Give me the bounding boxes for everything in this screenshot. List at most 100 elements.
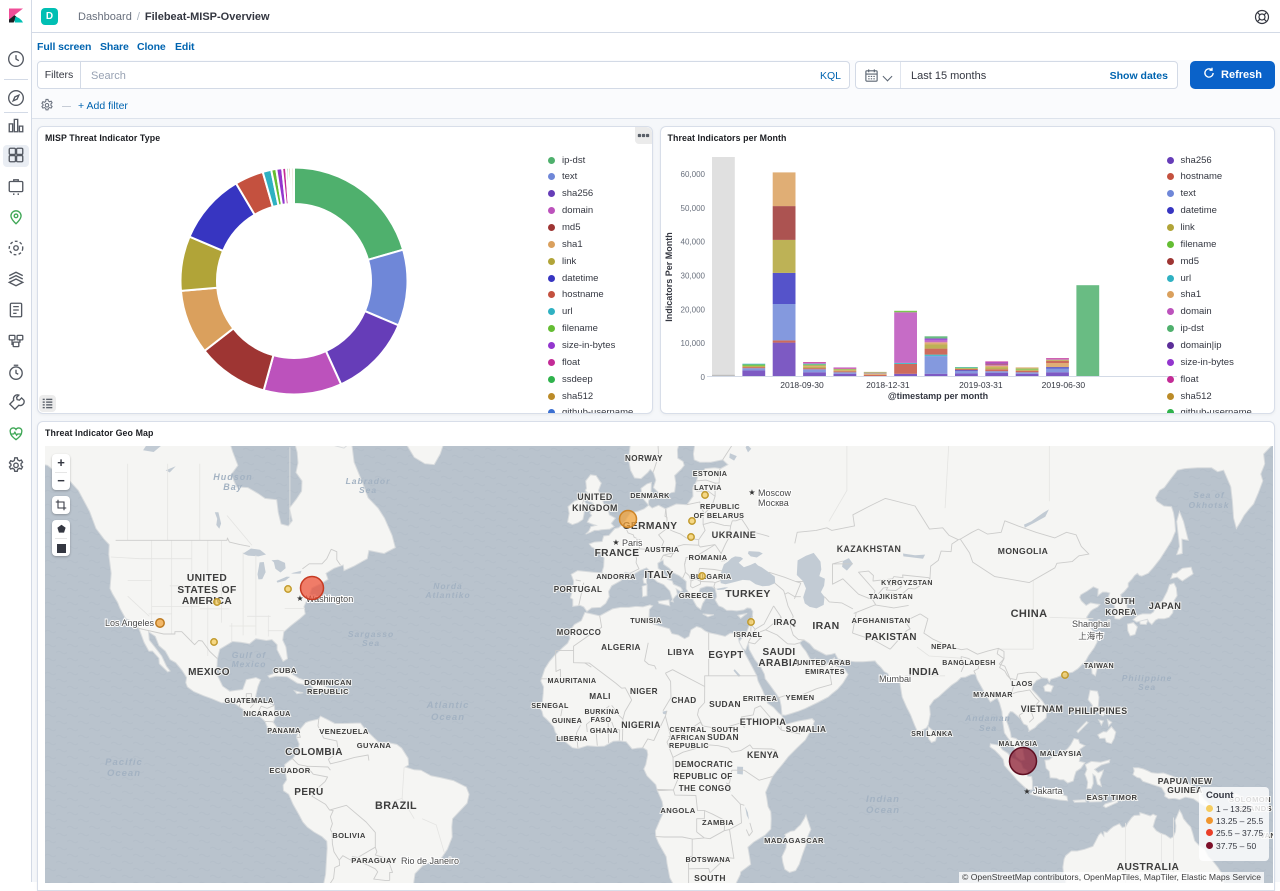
svg-text:STATES OF: STATES OF <box>177 585 236 596</box>
svg-text:KOREA: KOREA <box>1105 608 1136 617</box>
svg-text:BULGARIA: BULGARIA <box>690 572 731 581</box>
svg-text:ARABIA: ARABIA <box>758 658 799 669</box>
svg-text:2018-09-30: 2018-09-30 <box>780 380 824 390</box>
svg-text:@timestamp per month: @timestamp per month <box>887 391 987 401</box>
svg-text:MEXICO: MEXICO <box>188 667 230 678</box>
svg-text:Norda: Norda <box>433 581 463 591</box>
svg-text:NIGER: NIGER <box>630 687 658 696</box>
svg-text:ETHIOPIA: ETHIOPIA <box>740 717 787 727</box>
svg-text:TAIWAN: TAIWAN <box>1084 661 1114 670</box>
svg-text:CUBA: CUBA <box>273 666 297 675</box>
svg-text:Ocean: Ocean <box>866 805 900 816</box>
svg-text:40,000: 40,000 <box>680 238 705 247</box>
svg-text:MONGOLIA: MONGOLIA <box>998 546 1048 556</box>
svg-text:REPUBLIC: REPUBLIC <box>307 687 349 696</box>
svg-text:Moscow: Moscow <box>758 488 792 498</box>
svg-text:IRAQ: IRAQ <box>773 617 796 627</box>
svg-text:0: 0 <box>700 373 705 382</box>
svg-text:GHANA: GHANA <box>590 726 618 735</box>
svg-text:Sargasso: Sargasso <box>348 629 394 639</box>
svg-text:PARAGUAY: PARAGUAY <box>351 856 396 865</box>
svg-text:20,000: 20,000 <box>680 305 705 314</box>
svg-text:UKRAINE: UKRAINE <box>712 530 757 540</box>
svg-text:CENTRAL: CENTRAL <box>669 725 706 734</box>
svg-text:SOUTH: SOUTH <box>694 873 726 883</box>
svg-text:BOTSWANA: BOTSWANA <box>685 855 730 864</box>
svg-text:ZAMBIA: ZAMBIA <box>702 818 734 827</box>
svg-text:TUNISIA: TUNISIA <box>630 616 662 625</box>
svg-text:Paris: Paris <box>622 538 643 548</box>
svg-text:MALI: MALI <box>589 692 611 701</box>
svg-text:PORTUGAL: PORTUGAL <box>554 585 603 594</box>
svg-text:AMERICA: AMERICA <box>182 596 233 607</box>
svg-text:LIBYA: LIBYA <box>668 647 695 657</box>
svg-text:AUSTRIA: AUSTRIA <box>645 545 680 554</box>
svg-text:KENYA: KENYA <box>747 750 779 760</box>
svg-text:SOUTH: SOUTH <box>711 725 738 734</box>
svg-text:BRAZIL: BRAZIL <box>375 800 417 812</box>
svg-text:REPUBLIC OF: REPUBLIC OF <box>673 772 732 781</box>
svg-text:Mumbai: Mumbai <box>879 674 911 684</box>
svg-text:Rio de Janeiro: Rio de Janeiro <box>401 856 459 866</box>
svg-text:Atlantic: Atlantic <box>426 700 470 711</box>
svg-text:ESTONIA: ESTONIA <box>693 469 728 478</box>
svg-text:OF BELARUS: OF BELARUS <box>694 511 745 520</box>
svg-text:CHAD: CHAD <box>671 696 696 705</box>
svg-text:Labrador: Labrador <box>346 476 391 486</box>
svg-text:AUSTRALIA: AUSTRALIA <box>1117 862 1180 873</box>
svg-text:2019-03-31: 2019-03-31 <box>959 380 1003 390</box>
svg-text:Ocean: Ocean <box>431 712 465 723</box>
svg-text:LIBERIA: LIBERIA <box>556 734 588 743</box>
svg-text:Hudson: Hudson <box>213 472 253 482</box>
svg-text:ROMANIA: ROMANIA <box>688 553 727 562</box>
svg-text:ANGOLA: ANGOLA <box>660 806 695 815</box>
svg-text:SRI LANKA: SRI LANKA <box>911 731 953 738</box>
svg-text:Sea: Sea <box>1138 682 1156 692</box>
svg-text:Jakarta: Jakarta <box>1033 786 1063 796</box>
svg-text:MALAYSIA: MALAYSIA <box>1040 749 1082 758</box>
svg-text:10,000: 10,000 <box>680 339 705 348</box>
svg-text:CHINA: CHINA <box>1011 608 1048 620</box>
svg-text:Atlantiko: Atlantiko <box>424 590 470 600</box>
svg-text:TAJIKISTAN: TAJIKISTAN <box>869 594 913 601</box>
svg-text:Gulf of: Gulf of <box>232 650 267 660</box>
svg-text:Philippine: Philippine <box>1122 673 1173 683</box>
svg-text:MALAYSIA: MALAYSIA <box>998 741 1037 748</box>
svg-text:VENEZUELA: VENEZUELA <box>319 727 369 736</box>
svg-text:BURKINA: BURKINA <box>584 709 619 716</box>
svg-text:SUDAN: SUDAN <box>707 732 739 742</box>
svg-text:BANGLADESH: BANGLADESH <box>942 660 995 667</box>
svg-text:SOMALIA: SOMALIA <box>786 725 827 734</box>
svg-text:AFRICAN: AFRICAN <box>670 733 705 742</box>
svg-text:SOUTH: SOUTH <box>1105 597 1135 606</box>
svg-text:DOMINICAN: DOMINICAN <box>304 678 351 687</box>
svg-text:SUDAN: SUDAN <box>709 699 741 709</box>
svg-text:REPUBLIC: REPUBLIC <box>669 741 709 750</box>
svg-text:FASO: FASO <box>591 717 612 724</box>
svg-text:Sea: Sea <box>359 485 377 495</box>
svg-text:EMIRATES: EMIRATES <box>805 667 845 676</box>
svg-text:GUYANA: GUYANA <box>357 741 392 750</box>
svg-text:50,000: 50,000 <box>680 204 705 213</box>
svg-text:LAOS: LAOS <box>1011 679 1033 688</box>
svg-text:Pacific: Pacific <box>105 757 143 768</box>
svg-text:AFGHANISTAN: AFGHANISTAN <box>851 616 910 625</box>
svg-text:Indian: Indian <box>866 794 900 805</box>
svg-text:EAST TIMOR: EAST TIMOR <box>1087 793 1138 802</box>
svg-text:PHILIPPINES: PHILIPPINES <box>1068 706 1127 716</box>
svg-text:GUINEA: GUINEA <box>1167 785 1202 795</box>
svg-text:Andaman: Andaman <box>964 713 1011 723</box>
svg-text:IRAN: IRAN <box>812 620 839 632</box>
svg-text:EGYPT: EGYPT <box>708 650 743 661</box>
svg-text:NICARAGUA: NICARAGUA <box>243 709 291 718</box>
svg-text:ANDORRA: ANDORRA <box>596 572 636 581</box>
svg-text:UNITED ARAB: UNITED ARAB <box>797 658 851 667</box>
svg-text:PERU: PERU <box>294 787 323 798</box>
svg-text:Bay: Bay <box>223 482 243 492</box>
svg-text:上海市: 上海市 <box>1078 631 1104 641</box>
svg-text:NORWAY: NORWAY <box>625 454 663 463</box>
svg-text:2019-06-30: 2019-06-30 <box>1041 380 1085 390</box>
svg-text:★: ★ <box>612 538 619 547</box>
svg-text:★: ★ <box>1023 787 1030 796</box>
svg-text:JAPAN: JAPAN <box>1149 601 1181 611</box>
